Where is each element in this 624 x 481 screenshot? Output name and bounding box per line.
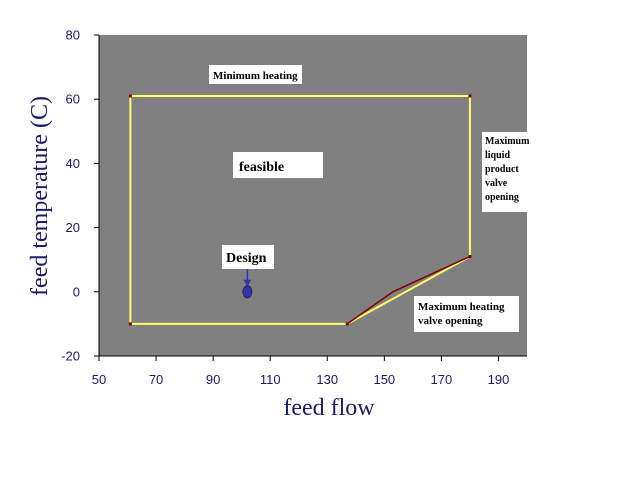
annotation-text-max-heating-valve: valve opening [418, 315, 483, 327]
x-tick-label: 150 [373, 372, 395, 387]
annotation-text-feasible: feasible [239, 160, 284, 175]
annotation-text-max-liquid: liquid [485, 150, 510, 161]
annotation-text-max-liquid: product [485, 164, 519, 175]
boundary-vertex-marker [468, 254, 472, 258]
y-tick-label: -20 [61, 349, 80, 364]
annotation-text-min-heating: Minimum heating [213, 70, 298, 82]
annotation-layer: Minimum heating feasible Maximum liquid prod… [209, 65, 536, 332]
boundary-vertex-marker [468, 94, 472, 98]
boundary-vertex-marker [345, 322, 349, 326]
annotation-text-max-liquid: opening [485, 192, 519, 203]
feasible-region-boundary [129, 94, 471, 325]
x-tick-label: 110 [260, 372, 281, 387]
y-axis-title: feed temperature (C) [27, 96, 53, 296]
annotation-box-feasible [233, 152, 323, 178]
y-tick-label: 0 [73, 284, 80, 299]
x-tick-label: 170 [431, 372, 453, 387]
y-tick-label: 60 [66, 92, 80, 107]
annotation-box-min-heating [209, 65, 302, 84]
x-tick-label: 190 [488, 372, 510, 387]
design-point-marker [242, 285, 253, 299]
x-tick-label: 70 [149, 372, 163, 387]
annotation-box-max-heating-valve [414, 296, 519, 332]
annotation-box-max-liquid [482, 132, 536, 212]
annotation-text-design: Design [226, 251, 267, 266]
annotation-text-max-heating-valve: Maximum heating [418, 301, 505, 313]
y-tick-label: 40 [66, 156, 80, 171]
x-axis-title: feed flow [283, 395, 375, 421]
x-tick-label: 50 [92, 372, 106, 387]
boundary-vertex-marker [128, 322, 132, 326]
annotation-text-max-liquid: valve [485, 178, 508, 189]
y-tick-label: 80 [66, 28, 80, 43]
boundary-vertex-marker [128, 94, 132, 98]
plot-layer [128, 94, 472, 326]
annotation-text-max-liquid: Maximum [485, 136, 530, 147]
design-arrow-head [243, 279, 252, 287]
x-tick-label: 130 [316, 372, 338, 387]
axis-layer: -20 0 20 40 60 80 50 70 90 110 130 150 170 190 [61, 28, 527, 387]
x-tick-label: 90 [206, 372, 220, 387]
annotation-box-design [222, 245, 274, 269]
y-tick-label: 20 [66, 220, 80, 235]
maximum-heating-valve-line [346, 255, 471, 325]
